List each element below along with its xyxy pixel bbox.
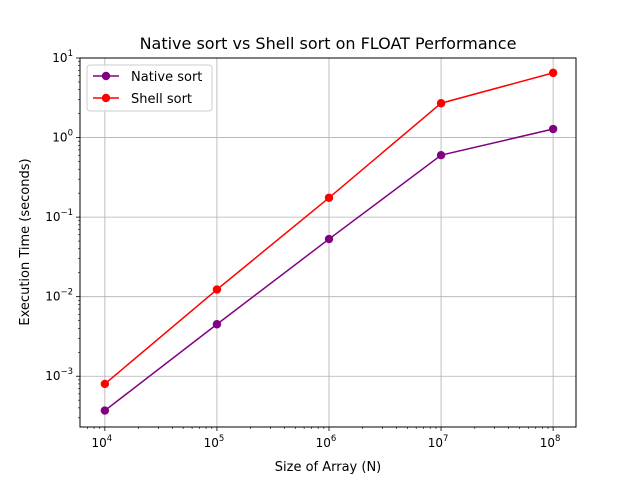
y-tick-label: 10−2 xyxy=(45,288,73,304)
shell-sort-point xyxy=(212,285,222,294)
y-tick-label: 10−1 xyxy=(45,208,73,224)
y-tick-label: 10−3 xyxy=(45,367,73,383)
x-tick-label: 105 xyxy=(204,434,225,450)
ticks: 104 105 106 107 108 10−3 10−2 10−1 100 101 xyxy=(45,49,560,450)
legend: Native sort Shell sort xyxy=(86,64,213,112)
x-tick-label: 108 xyxy=(540,434,561,450)
y-axis-label: Execution Time (seconds) xyxy=(18,158,33,325)
x-axis-label: Size of Array (N) xyxy=(275,460,382,475)
legend-shell-sort-label: Shell sort xyxy=(131,92,192,107)
legend-shell-sort-marker xyxy=(101,93,111,103)
y-tick-label: 101 xyxy=(52,49,73,65)
legend-native-sort-label: Native sort xyxy=(131,70,202,85)
native-sort-point xyxy=(100,406,110,415)
x-tick-label: 107 xyxy=(428,434,449,450)
x-tick-label: 106 xyxy=(316,434,337,450)
x-tick-label: 104 xyxy=(92,434,113,450)
shell-sort-point xyxy=(548,68,558,78)
y-tick-label: 100 xyxy=(52,129,73,145)
chart-title: Native sort vs Shell sort on FLOAT Perfo… xyxy=(140,34,517,53)
legend-native-sort-marker xyxy=(101,71,111,81)
shell-sort-point xyxy=(436,99,446,108)
native-sort-point xyxy=(212,320,222,329)
native-sort-point xyxy=(548,124,558,134)
native-sort-point xyxy=(436,151,446,160)
series-layer xyxy=(100,68,558,415)
shell-sort-point xyxy=(100,379,110,389)
native-sort-point xyxy=(324,234,334,244)
plot-frame xyxy=(79,57,577,428)
shell-sort-point xyxy=(324,193,334,202)
